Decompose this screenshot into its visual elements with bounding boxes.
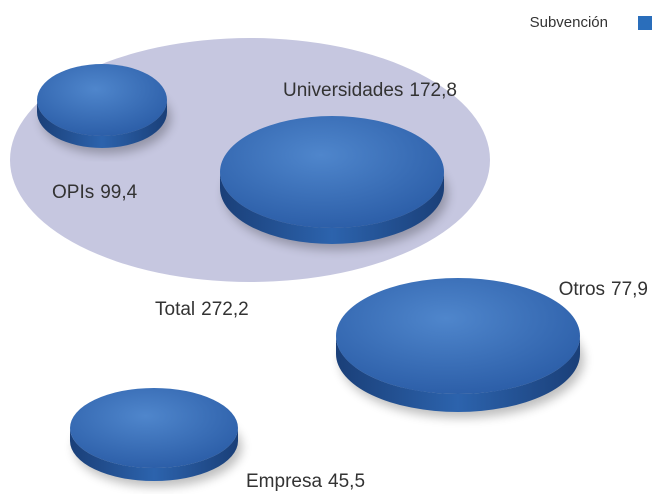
bubble	[37, 64, 171, 154]
category-label: Universidades	[283, 80, 403, 101]
value-label: 172,8	[409, 80, 457, 101]
category-label: OPIs	[52, 182, 94, 203]
category-label: Otros	[559, 279, 605, 300]
bubble-label: Universidades 172,8	[283, 80, 457, 101]
disk	[220, 172, 444, 244]
disk	[336, 278, 580, 394]
bubble-label: Total 272,2	[155, 299, 249, 320]
value-label: 99,4	[100, 182, 137, 203]
value-label: 77,9	[611, 279, 648, 300]
legend-swatch	[638, 16, 652, 30]
bubble	[336, 278, 584, 418]
bubble	[70, 388, 242, 487]
category-label: Total	[155, 299, 195, 320]
disk	[70, 388, 238, 468]
disk	[37, 64, 167, 136]
disk	[336, 336, 580, 412]
bubble-label: OPIs 99,4	[52, 182, 138, 203]
value-label: 272,2	[201, 299, 249, 320]
disk	[70, 428, 238, 481]
disk	[37, 100, 167, 148]
legend-label: Subvención	[530, 14, 608, 31]
bubble-label: Otros 77,9	[559, 279, 648, 300]
bubble	[220, 116, 448, 250]
disk	[220, 116, 444, 228]
bubble-label: Empresa 45,5	[246, 471, 365, 492]
category-label: Empresa	[246, 471, 322, 492]
value-label: 45,5	[328, 471, 365, 492]
